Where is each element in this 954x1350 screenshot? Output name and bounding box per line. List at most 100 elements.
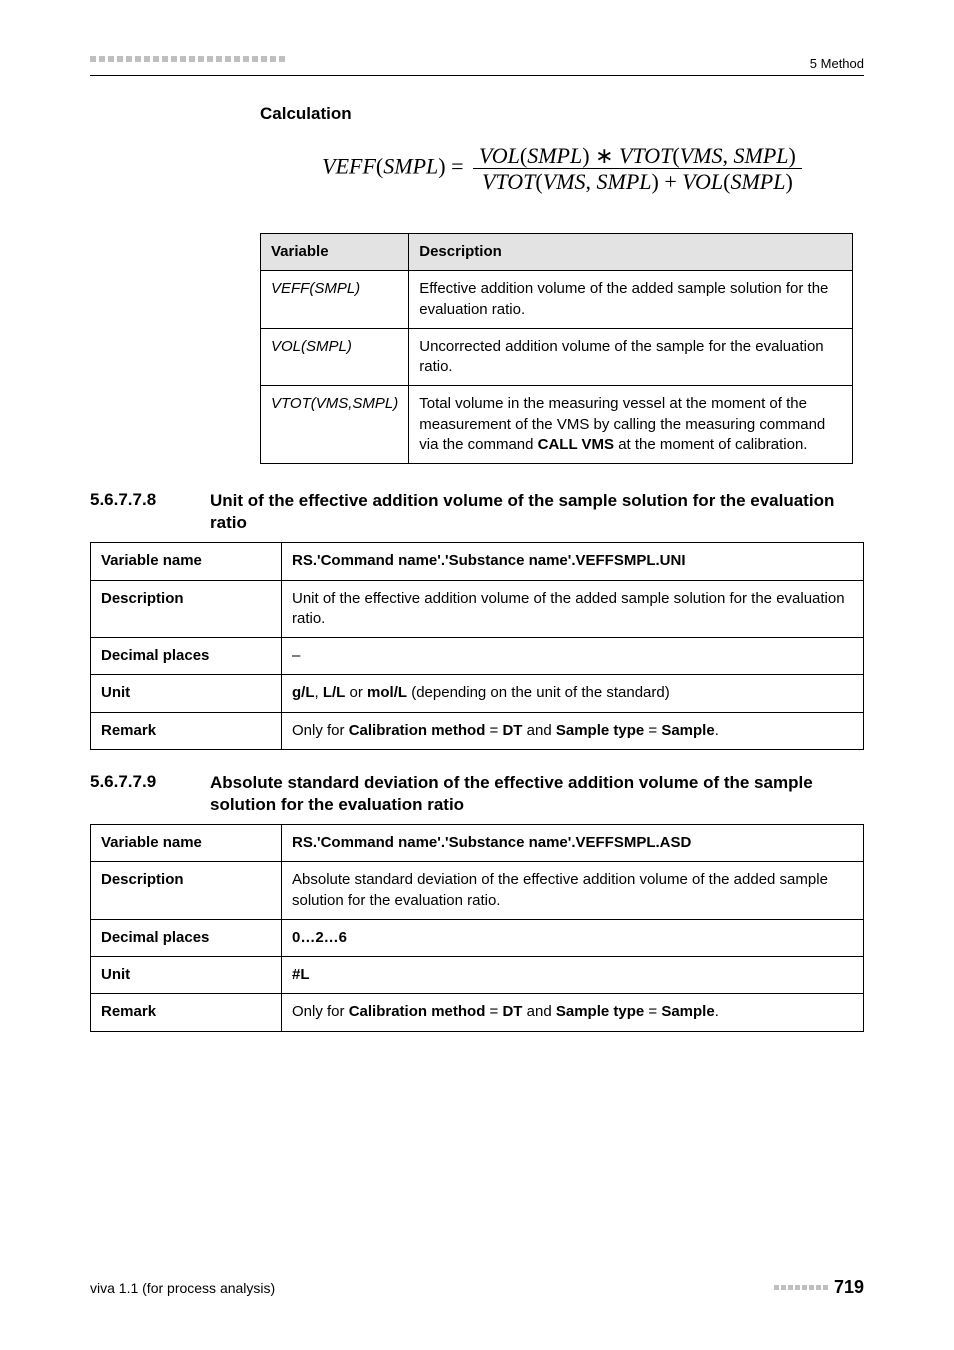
section-heading-row: 5.6.7.7.8 Unit of the effective addition… xyxy=(90,490,864,534)
section-heading-row: 5.6.7.7.9 Absolute standard deviation of… xyxy=(90,772,864,816)
var-desc-cell: Uncorrected addition volume of the sampl… xyxy=(409,328,853,386)
ornament-dot xyxy=(774,1285,779,1290)
table-row: VOL(SMPL) Uncorrected addition volume of… xyxy=(261,328,853,386)
ornament-dot xyxy=(279,56,285,62)
text: = xyxy=(644,722,661,739)
footer-page-block: 719 xyxy=(774,1277,864,1298)
formula-num-b-arg1: VMS xyxy=(680,143,723,168)
ornament-dot xyxy=(144,56,150,62)
text: Only for xyxy=(292,722,349,739)
formula-veff: VEFF(SMPL) = VOL(SMPL) ∗ VTOT(VMS, SMPL)… xyxy=(260,144,864,193)
var-desc-cell: Effective addition volume of the added s… xyxy=(409,271,853,329)
term: DT xyxy=(502,722,522,739)
unit-option: mol/L xyxy=(367,684,407,701)
section-number: 5.6.7.7.8 xyxy=(90,490,210,534)
ornament-dot xyxy=(108,56,114,62)
row-label: Decimal places xyxy=(91,638,282,675)
ornament-dot xyxy=(207,56,213,62)
row-label: Remark xyxy=(91,994,282,1031)
unit-option: L/L xyxy=(323,684,346,701)
ornament-dot xyxy=(261,56,267,62)
row-value: Absolute standard deviation of the effec… xyxy=(282,862,864,920)
ornament-dot xyxy=(90,56,96,62)
formula-numerator: VOL(SMPL) ∗ VTOT(VMS, SMPL) xyxy=(473,144,802,169)
ornament-dot xyxy=(117,56,123,62)
term: Calibration method xyxy=(349,1003,486,1020)
section-title: Absolute standard deviation of the effec… xyxy=(210,772,864,816)
ornament-dot xyxy=(816,1285,821,1290)
footer-product-label: viva 1.1 (for process analysis) xyxy=(90,1280,275,1296)
text: = xyxy=(644,1003,661,1020)
row-value: #L xyxy=(282,957,864,994)
ornament-dot xyxy=(189,56,195,62)
text: and xyxy=(522,1003,555,1020)
table-row: VTOT(VMS,SMPL) Total volume in the measu… xyxy=(261,386,853,464)
var-name-cell: VOL(SMPL) xyxy=(261,328,409,386)
header-chapter-label: 5 Method xyxy=(810,56,864,71)
ornament-dot xyxy=(234,56,240,62)
row-label: Decimal places xyxy=(91,919,282,956)
ornament-dot xyxy=(252,56,258,62)
ornament-dot xyxy=(788,1285,793,1290)
term: Sample type xyxy=(556,722,644,739)
table-header-row: Variable Description xyxy=(261,234,853,271)
formula-lhs-fn: VEFF xyxy=(322,154,376,179)
ornament-dot xyxy=(171,56,177,62)
text: , xyxy=(315,684,323,701)
table-row: Decimal places 0…2…6 xyxy=(91,919,864,956)
ornament-dot xyxy=(198,56,204,62)
table-row: Description Unit of the effective additi… xyxy=(91,580,864,638)
term: Sample xyxy=(661,1003,714,1020)
table-row: Decimal places – xyxy=(91,638,864,675)
formula-num-b-arg2: SMPL xyxy=(734,143,789,168)
ornament-dot xyxy=(135,56,141,62)
text: . xyxy=(715,722,719,739)
calculation-block: Calculation VEFF(SMPL) = VOL(SMPL) ∗ VTO… xyxy=(90,104,864,464)
row-label: Description xyxy=(91,862,282,920)
row-value: 0…2…6 xyxy=(282,919,864,956)
unit-value: #L xyxy=(292,966,310,983)
row-label: Remark xyxy=(91,712,282,749)
formula-den-b-arg: SMPL xyxy=(730,169,785,194)
col-header-variable: Variable xyxy=(261,234,409,271)
row-value: g/L, L/L or mol/L (depending on the unit… xyxy=(282,675,864,712)
ornament-dot xyxy=(180,56,186,62)
row-label: Variable name xyxy=(91,825,282,862)
row-label: Unit xyxy=(91,957,282,994)
table-row: Description Absolute standard deviation … xyxy=(91,862,864,920)
var-name-cell: VEFF(SMPL) xyxy=(261,271,409,329)
term: Sample type xyxy=(556,1003,644,1020)
row-value: Only for Calibration method = DT and Sam… xyxy=(282,712,864,749)
spec-table-asd: Variable name RS.'Command name'.'Substan… xyxy=(90,824,864,1032)
table-row: Variable name RS.'Command name'.'Substan… xyxy=(91,825,864,862)
row-label: Unit xyxy=(91,675,282,712)
row-value: Only for Calibration method = DT and Sam… xyxy=(282,994,864,1031)
ornament-dot xyxy=(153,56,159,62)
calculation-heading: Calculation xyxy=(260,104,864,124)
text: or xyxy=(345,684,367,701)
variable-identifier: RS.'Command name'.'Substance name'.VEFFS… xyxy=(292,834,691,851)
term: Calibration method xyxy=(349,722,486,739)
text: Only for xyxy=(292,1003,349,1020)
table-row: Unit #L xyxy=(91,957,864,994)
variable-identifier: RS.'Command name'.'Substance name'.VEFFS… xyxy=(292,552,686,569)
page: 5 Method Calculation VEFF(SMPL) = VOL(SM… xyxy=(0,0,954,1350)
ornament-dot xyxy=(243,56,249,62)
row-label: Variable name xyxy=(91,543,282,580)
col-header-description: Description xyxy=(409,234,853,271)
row-value: Unit of the effective addition volume of… xyxy=(282,580,864,638)
ornament-dot xyxy=(225,56,231,62)
section-title: Unit of the effective addition volume of… xyxy=(210,490,864,534)
formula-den-a: VTOT xyxy=(482,169,535,194)
text: = xyxy=(485,722,502,739)
formula-num-a-arg: SMPL xyxy=(527,143,582,168)
row-label: Description xyxy=(91,580,282,638)
ornament-dot xyxy=(781,1285,786,1290)
table-row: VEFF(SMPL) Effective addition volume of … xyxy=(261,271,853,329)
formula-num-a: VOL xyxy=(479,143,520,168)
var-name-cell: VTOT(VMS,SMPL) xyxy=(261,386,409,464)
ornament-dot xyxy=(823,1285,828,1290)
page-footer: viva 1.1 (for process analysis) 719 xyxy=(90,1277,864,1298)
variables-table: Variable Description VEFF(SMPL) Effectiv… xyxy=(260,233,853,464)
ornament-dot xyxy=(162,56,168,62)
